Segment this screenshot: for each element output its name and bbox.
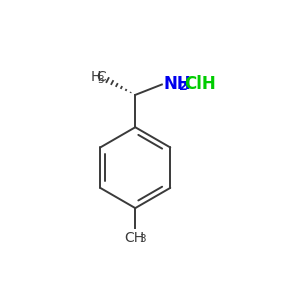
Text: H: H bbox=[91, 70, 101, 84]
Text: NH: NH bbox=[164, 75, 191, 93]
Text: CH: CH bbox=[124, 230, 144, 244]
Text: 3: 3 bbox=[140, 234, 146, 244]
Text: 3: 3 bbox=[98, 75, 104, 85]
Text: C: C bbox=[96, 70, 106, 84]
Text: ClH: ClH bbox=[184, 75, 216, 93]
Text: 2: 2 bbox=[179, 80, 188, 93]
